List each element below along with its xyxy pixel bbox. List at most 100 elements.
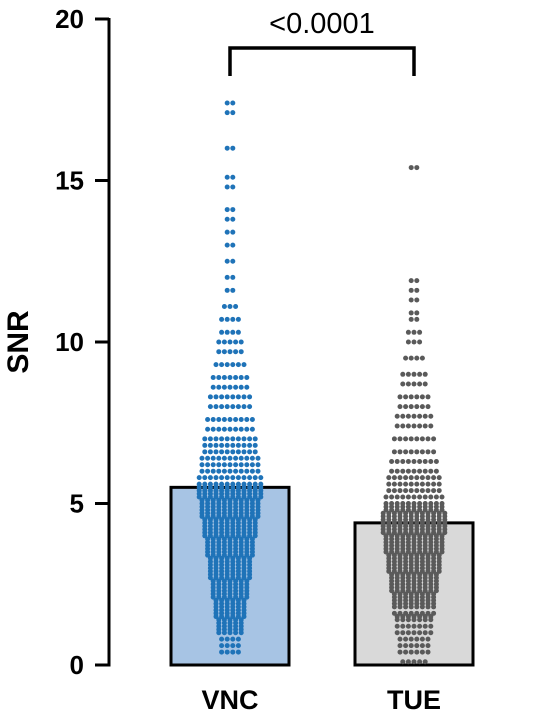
data-point-vnc	[241, 404, 247, 410]
data-point-vnc	[224, 184, 230, 190]
data-point-vnc	[241, 475, 247, 481]
data-point-tue	[431, 552, 437, 558]
data-point-vnc	[224, 404, 230, 410]
data-point-vnc	[241, 436, 247, 442]
data-point-vnc	[213, 449, 219, 455]
data-point-tue	[414, 643, 420, 649]
data-point-tue	[411, 329, 417, 335]
data-point-vnc	[238, 384, 244, 390]
data-point-vnc	[224, 362, 230, 368]
data-point-vnc	[199, 455, 205, 461]
data-point-tue	[405, 659, 411, 665]
data-point-tue	[405, 572, 411, 578]
data-point-vnc	[238, 349, 244, 355]
data-point-tue	[405, 533, 411, 539]
data-point-vnc	[219, 636, 225, 642]
data-point-tue	[411, 501, 417, 506]
data-point-vnc	[230, 436, 236, 442]
data-point-vnc	[233, 303, 239, 309]
data-point-vnc	[216, 339, 222, 345]
data-point-vnc	[210, 497, 216, 503]
data-point-tue	[417, 413, 423, 419]
data-point-vnc	[205, 468, 211, 474]
data-point-vnc	[224, 597, 230, 603]
data-point-vnc	[238, 536, 244, 542]
data-point-vnc	[224, 100, 230, 106]
data-point-vnc	[227, 497, 233, 503]
data-point-vnc	[247, 555, 253, 561]
data-point-vnc	[224, 174, 230, 180]
data-point-vnc	[252, 436, 258, 442]
data-point-tue	[403, 552, 409, 558]
data-point-tue	[397, 404, 403, 410]
data-point-tue	[425, 404, 431, 410]
data-point-tue	[403, 610, 409, 616]
data-point-tue	[436, 510, 442, 516]
data-point-tue	[417, 329, 423, 335]
data-point-tue	[394, 533, 400, 539]
data-point-tue	[397, 649, 403, 655]
data-point-vnc	[210, 462, 216, 468]
data-point-tue	[400, 371, 406, 377]
data-point-vnc	[244, 375, 250, 381]
data-point-tue	[417, 614, 423, 620]
data-point-tue	[397, 510, 403, 516]
data-point-vnc	[247, 394, 253, 400]
data-point-vnc	[221, 303, 227, 309]
data-point-tue	[391, 481, 397, 487]
data-point-tue	[414, 591, 420, 597]
data-point-tue	[422, 381, 428, 387]
data-point-vnc	[230, 517, 236, 523]
data-point-tue	[394, 630, 400, 636]
data-point-tue	[408, 297, 414, 303]
data-point-vnc	[221, 455, 227, 461]
data-point-tue	[408, 649, 414, 655]
data-point-vnc	[207, 555, 213, 561]
data-point-vnc	[221, 536, 227, 542]
data-point-tue	[411, 623, 417, 629]
data-point-tue	[422, 623, 428, 629]
data-point-tue	[411, 572, 417, 578]
data-point-tue	[425, 591, 431, 597]
data-point-tue	[405, 381, 411, 387]
data-point-tue	[414, 278, 420, 284]
data-point-vnc	[224, 316, 230, 322]
data-point-vnc	[219, 449, 225, 455]
data-point-vnc	[205, 536, 211, 542]
data-point-tue	[414, 287, 420, 293]
data-point-vnc	[252, 475, 258, 481]
data-point-vnc	[255, 455, 261, 461]
data-point-vnc	[238, 426, 244, 432]
data-point-tue	[403, 643, 409, 649]
data-point-vnc	[224, 287, 230, 293]
data-point-tue	[431, 591, 437, 597]
data-point-tue	[425, 436, 431, 442]
data-point-vnc	[233, 417, 239, 423]
data-point-vnc	[213, 436, 219, 442]
data-point-vnc	[205, 417, 211, 423]
data-point-vnc	[210, 536, 216, 542]
y-tick-label: 5	[70, 489, 84, 519]
data-point-vnc	[221, 497, 227, 503]
data-point-tue	[391, 488, 397, 494]
data-point-vnc	[221, 426, 227, 432]
data-point-tue	[425, 488, 431, 494]
data-point-tue	[431, 481, 437, 487]
x-category-label: TUE	[387, 685, 441, 715]
data-point-vnc	[224, 229, 230, 235]
data-point-tue	[394, 459, 400, 465]
data-point-vnc	[216, 384, 222, 390]
data-point-vnc	[205, 497, 211, 503]
data-point-vnc	[244, 578, 250, 584]
data-point-tue	[405, 623, 411, 629]
data-point-tue	[403, 475, 409, 481]
data-point-vnc	[224, 207, 230, 213]
data-point-vnc	[202, 481, 208, 487]
data-point-tue	[411, 659, 417, 665]
data-point-tue	[391, 475, 397, 481]
data-point-tue	[414, 510, 420, 516]
data-point-tue	[394, 501, 400, 506]
data-point-vnc	[210, 384, 216, 390]
data-point-vnc	[241, 442, 247, 448]
data-point-tue	[403, 649, 409, 655]
